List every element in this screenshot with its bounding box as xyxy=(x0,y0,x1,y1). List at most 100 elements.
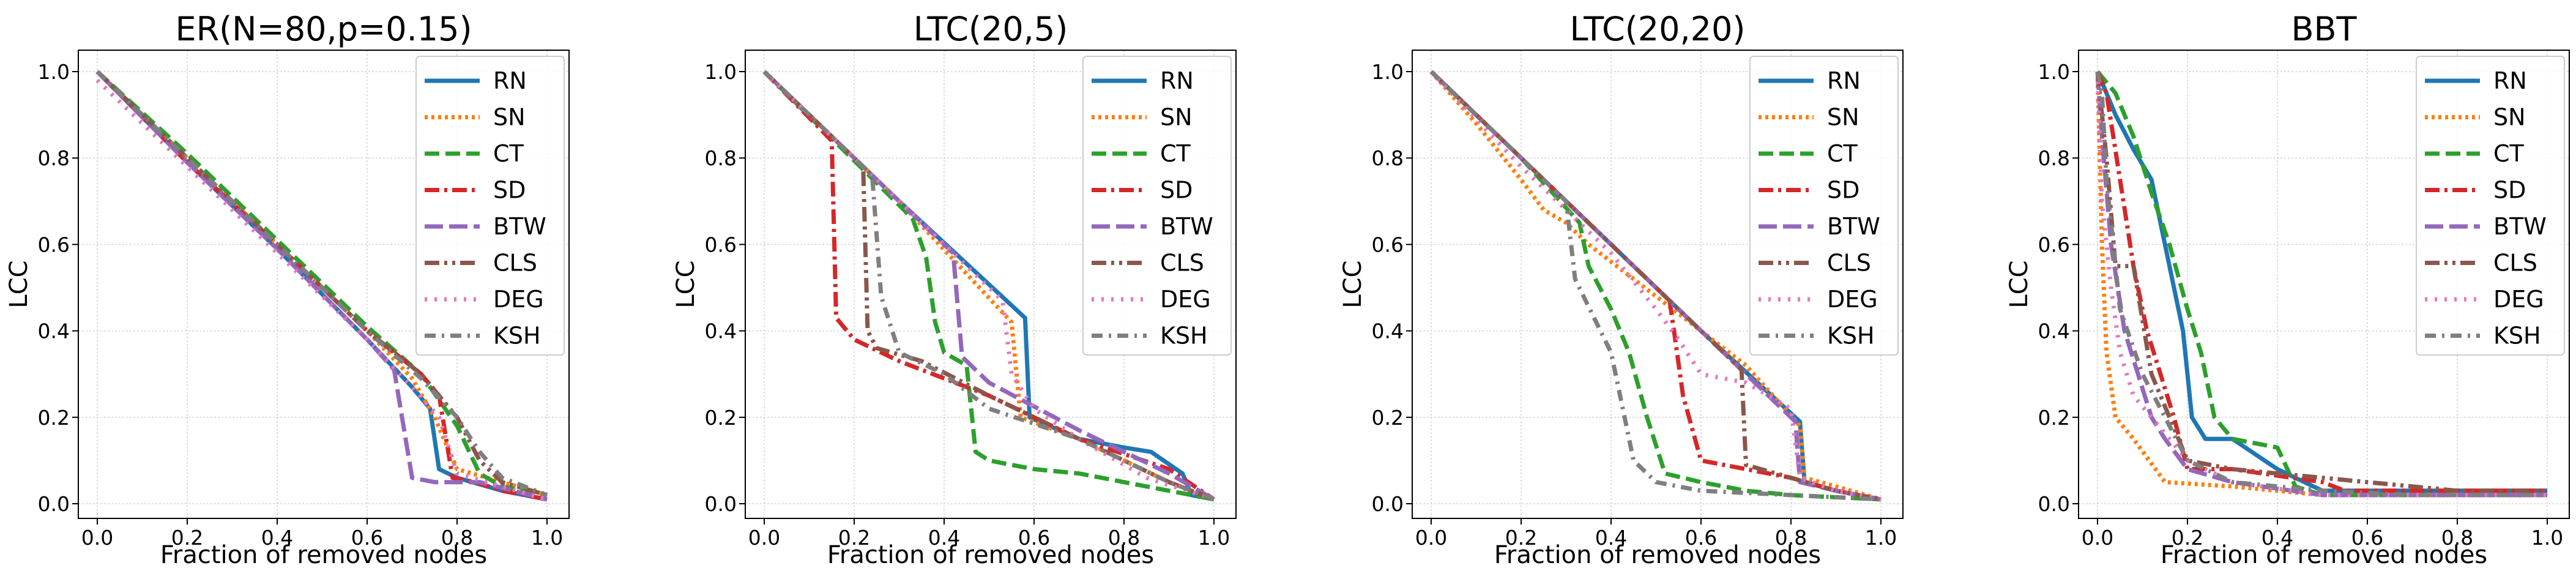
legend: RN SN CT SD BTW CLS DEG KSH xyxy=(1082,56,1232,356)
series-line-cls xyxy=(2095,71,2547,493)
legend-label-rn: RN xyxy=(1160,67,1194,94)
legend-label-sn: SN xyxy=(493,104,526,131)
y-tick-label: 0.4 xyxy=(1372,319,1404,343)
y-tick-label: 0.2 xyxy=(1372,406,1404,430)
x-tick-label: 0.0 xyxy=(2082,526,2113,550)
legend-label-sd: SD xyxy=(493,177,526,204)
y-tick-label: 1.0 xyxy=(2038,60,2070,84)
legend-label-ksh: KSH xyxy=(1827,323,1875,349)
legend-label-btw: BTW xyxy=(493,213,546,240)
x-tick-label: 1.0 xyxy=(2531,526,2563,550)
y-tick-label: 0.8 xyxy=(1372,146,1404,170)
legend-label-sd: SD xyxy=(1160,177,1193,204)
legend-label-sn: SN xyxy=(1160,104,1193,131)
legend-label-sn: SN xyxy=(2493,104,2526,131)
x-tick-label: 0.8 xyxy=(2441,526,2473,550)
series-line-ksh xyxy=(1429,70,1882,502)
x-tick-label: 0.6 xyxy=(2351,526,2383,550)
legend-label-cls: CLS xyxy=(493,250,537,277)
series-line-cls xyxy=(1429,70,1882,502)
y-tick-label: 0.6 xyxy=(38,233,70,256)
series-line-ksh xyxy=(2095,71,2547,498)
y-tick-label: 1.0 xyxy=(705,60,737,84)
axes-frame xyxy=(745,50,1237,519)
x-axis-label: Fraction of removed nodes xyxy=(2161,541,2487,569)
y-tick-label: 0.2 xyxy=(705,406,737,430)
y-tick-label: 0.4 xyxy=(705,319,737,343)
legend: RN SN CT SD BTW CLS DEG KSH xyxy=(1749,56,1899,356)
series-line-sn xyxy=(2095,71,2547,498)
y-axis-label: LCC xyxy=(672,260,700,308)
axes-frame xyxy=(1412,50,1904,519)
y-tick-label: 0.4 xyxy=(38,319,70,343)
legend-label-btw: BTW xyxy=(1160,213,1213,240)
chart-panel-1: 0.0 0.2 0.4 0.6 0.8 1.0 0.0 0.2 0.4 0.6 0.8 1.0 ER(N… xyxy=(5,10,570,569)
x-tick-label: 0.6 xyxy=(351,526,383,550)
chart-title: LTC(20,5) xyxy=(914,10,1068,48)
legend-label-btw: BTW xyxy=(1827,213,1880,240)
chart-panel-4: 0.0 0.2 0.4 0.6 0.8 1.0 0.0 0.2 0.4 0.6 0.8 1.0 BBT F… xyxy=(2005,10,2570,569)
x-tick-label: 0.8 xyxy=(1108,526,1140,550)
legend-label-deg: DEG xyxy=(1160,286,1211,313)
chart-title: ER(N=80,p=0.15) xyxy=(175,10,472,48)
series-lines xyxy=(1429,70,1882,502)
legend-box xyxy=(1749,56,1899,356)
x-tick-label: 1.0 xyxy=(531,526,563,550)
y-tick-label: 0.4 xyxy=(2038,319,2070,343)
legend-label-sd: SD xyxy=(2493,177,2526,204)
series-line-cls xyxy=(95,70,548,498)
x-tick-label: 0.2 xyxy=(838,526,870,550)
legend-label-ct: CT xyxy=(493,140,524,167)
y-tick-label: 0.2 xyxy=(2038,406,2070,430)
chart-panel-2: 0.0 0.2 0.4 0.6 0.8 1.0 0.0 0.2 0.4 0.6 0.8 1.0 LTC(… xyxy=(672,10,1237,569)
legend-label-ct: CT xyxy=(1827,140,1858,167)
x-tick-label: 0.4 xyxy=(1595,526,1627,550)
x-tick-label: 0.4 xyxy=(2261,526,2293,550)
x-axis-label: Fraction of removed nodes xyxy=(827,541,1154,569)
legend-label-ksh: KSH xyxy=(1160,323,1208,349)
y-tick-label: 0.0 xyxy=(1372,492,1404,516)
x-tick-label: 0.6 xyxy=(1685,526,1717,550)
legend: RN SN CT SD BTW CLS DEG KSH xyxy=(415,56,565,356)
legend-label-deg: DEG xyxy=(2493,286,2544,313)
series-line-sd xyxy=(1429,70,1882,502)
axes-frame xyxy=(2078,50,2570,519)
legend-label-ct: CT xyxy=(2493,140,2525,167)
series-lines xyxy=(762,70,1215,502)
x-tick-label: 0.0 xyxy=(1415,526,1447,550)
x-tick-label: 0.8 xyxy=(441,526,473,550)
y-tick-label: 0.6 xyxy=(705,233,737,256)
y-axis-label: LCC xyxy=(1339,260,1367,308)
x-tick-label: 0.4 xyxy=(261,526,293,550)
x-tick-label: 1.0 xyxy=(1865,526,1897,550)
y-tick-label: 0.0 xyxy=(38,492,70,516)
y-tick-label: 1.0 xyxy=(1372,60,1404,84)
legend-label-ksh: KSH xyxy=(493,323,541,349)
x-tick-label: 0.4 xyxy=(928,526,960,550)
x-tick-label: 1.0 xyxy=(1198,526,1230,550)
chart-title: BBT xyxy=(2291,10,2357,48)
y-tick-label: 0.6 xyxy=(1372,233,1404,256)
x-tick-label: 0.0 xyxy=(748,526,780,550)
legend-label-ksh: KSH xyxy=(2493,323,2541,349)
y-tick-label: 1.0 xyxy=(38,60,70,84)
y-axis-label: LCC xyxy=(5,260,33,308)
legend: RN SN CT SD BTW CLS DEG KSH xyxy=(2416,56,2565,356)
y-tick-label: 0.6 xyxy=(2038,233,2070,256)
legend-box xyxy=(1082,56,1232,356)
legend-box xyxy=(2416,56,2565,356)
x-axis-label: Fraction of removed nodes xyxy=(1494,541,1821,569)
x-axis-label: Fraction of removed nodes xyxy=(160,541,487,569)
series-line-ksh xyxy=(95,70,548,498)
y-tick-label: 0.8 xyxy=(705,146,737,170)
legend-label-deg: DEG xyxy=(1827,286,1878,313)
x-tick-label: 0.2 xyxy=(1505,526,1537,550)
series-line-ksh xyxy=(762,70,1215,502)
series-line-sd xyxy=(95,70,548,502)
series-line-btw xyxy=(95,70,548,502)
x-tick-label: 0.8 xyxy=(1775,526,1807,550)
series-lines xyxy=(2095,70,2547,498)
legend-label-btw: BTW xyxy=(2493,213,2547,240)
y-tick-label: 0.8 xyxy=(38,146,70,170)
legend-box xyxy=(415,56,565,356)
